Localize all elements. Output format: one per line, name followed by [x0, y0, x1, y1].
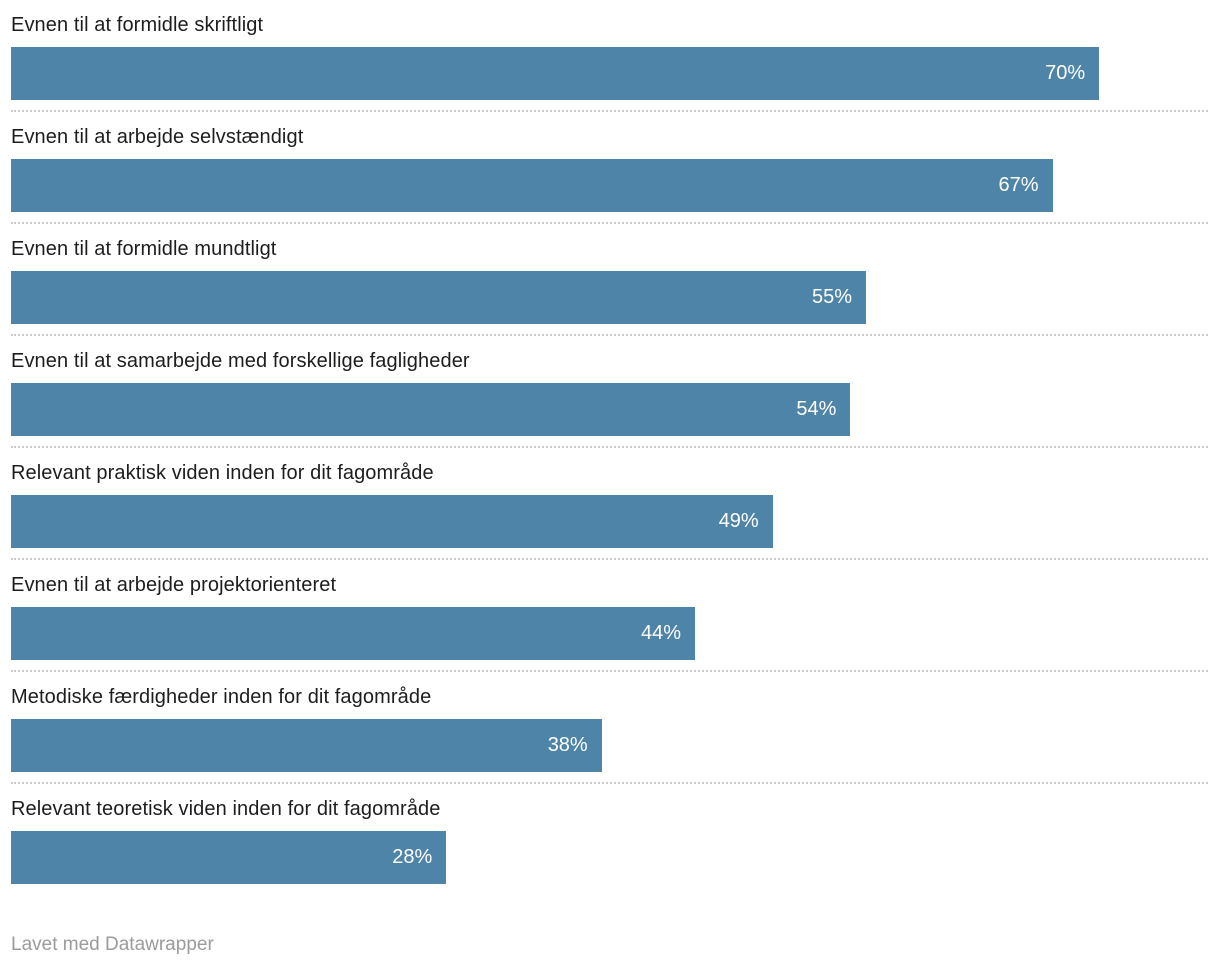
- category-label: Evnen til at samarbejde med forskellige …: [11, 350, 470, 372]
- bar-track: 55%: [11, 271, 1208, 324]
- bar: 55%: [11, 271, 866, 324]
- chart-footer: Lavet med Datawrapper: [11, 934, 1208, 956]
- datawrapper-credit-link[interactable]: Lavet med Datawrapper: [11, 934, 214, 955]
- chart-row: Evnen til at formidle mundtligt 55%: [11, 224, 1208, 336]
- bar: 49%: [11, 495, 773, 548]
- chart-row: Evnen til at samarbejde med forskellige …: [11, 336, 1208, 448]
- chart-row: Relevant praktisk viden inden for dit fa…: [11, 448, 1208, 560]
- category-label: Evnen til at formidle skriftligt: [11, 14, 264, 36]
- bar: 28%: [11, 831, 447, 884]
- category-label: Evnen til at formidle mundtligt: [11, 238, 277, 260]
- bar: 70%: [11, 47, 1100, 100]
- bar-track: 67%: [11, 159, 1208, 212]
- bar-chart: Evnen til at formidle skriftligt 70% Evnen…: [11, 0, 1208, 894]
- value-label: 28%: [392, 846, 433, 868]
- category-label: Relevant praktisk viden inden for dit fa…: [11, 462, 434, 484]
- category-label: Evnen til at arbejde selvstændigt: [11, 126, 304, 148]
- bar-track: 49%: [11, 495, 1208, 548]
- value-label: 54%: [796, 398, 837, 420]
- chart-row: Evnen til at arbejde selvstændigt 67%: [11, 112, 1208, 224]
- bar-track: 28%: [11, 831, 1208, 884]
- bar-track: 70%: [11, 47, 1208, 100]
- bar: 38%: [11, 719, 602, 772]
- bar: 54%: [11, 383, 851, 436]
- chart-row: Metodiske færdigheder inden for dit fago…: [11, 672, 1208, 784]
- category-label: Relevant teoretisk viden inden for dit f…: [11, 798, 441, 820]
- chart-row: Evnen til at formidle skriftligt 70%: [11, 0, 1208, 112]
- value-label: 49%: [718, 510, 759, 532]
- bar-track: 44%: [11, 607, 1208, 660]
- value-label: 44%: [640, 622, 681, 644]
- category-label: Evnen til at arbejde projektorienteret: [11, 574, 337, 596]
- bar: 44%: [11, 607, 695, 660]
- chart-row: Relevant teoretisk viden inden for dit f…: [11, 784, 1208, 894]
- value-label: 67%: [998, 174, 1039, 196]
- bar-track: 38%: [11, 719, 1208, 772]
- bar-track: 54%: [11, 383, 1208, 436]
- category-label: Metodiske færdigheder inden for dit fago…: [11, 686, 432, 708]
- value-label: 70%: [1045, 62, 1086, 84]
- value-label: 55%: [811, 286, 852, 308]
- chart-row: Evnen til at arbejde projektorienteret 44…: [11, 560, 1208, 672]
- bar: 67%: [11, 159, 1053, 212]
- value-label: 38%: [547, 734, 588, 756]
